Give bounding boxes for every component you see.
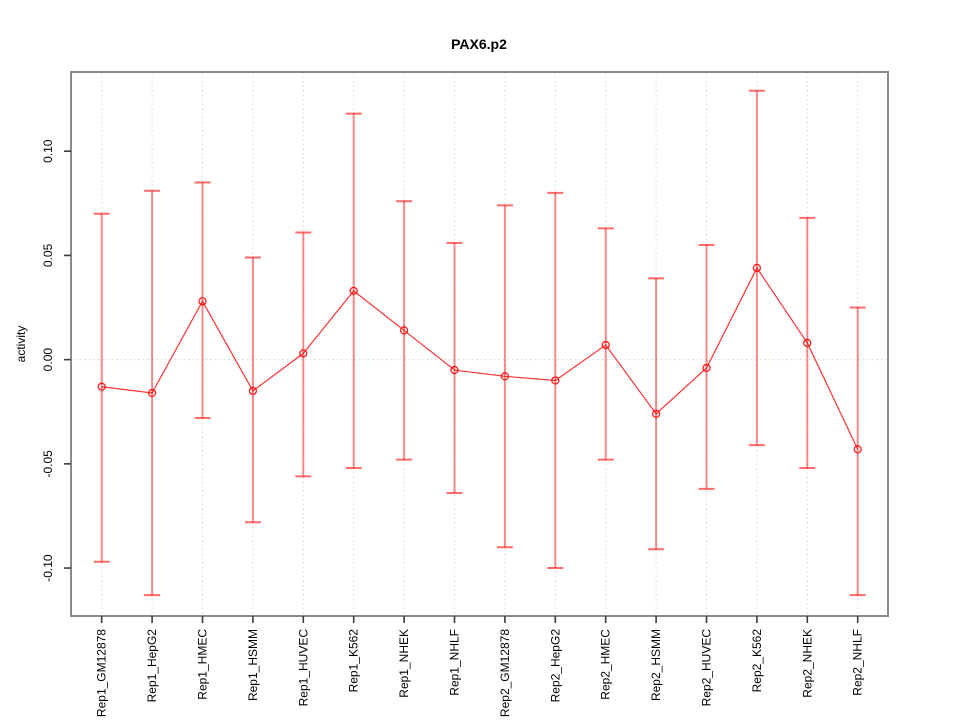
data-point-marker [349,286,358,296]
y-tick-label: 0.05 [41,243,55,267]
x-tick-label: Rep2_NHEK [800,629,814,698]
data-point-marker [601,340,610,350]
data-point-marker [299,349,308,358]
y-tick-label: 0.10 [41,139,55,163]
y-axis-title: activity [14,326,28,363]
data-point-marker [702,363,711,373]
y-tick-label: 0.00 [41,348,55,372]
x-tick-label: Rep2_NHLF [851,629,865,696]
series-polyline [101,266,859,450]
x-tick-label: Rep1_GM12878 [95,629,109,717]
x-tick-label: Rep1_HUVEC [296,629,310,707]
data-point-marker [399,326,409,335]
x-tick-label: Rep1_HSMM [246,629,260,701]
data-point-marker [853,445,862,454]
data-point-marker [651,409,661,418]
x-tick-label: Rep1_HMEC [196,629,210,700]
x-tick-label: Rep1_K562 [347,629,361,693]
error-bars [93,89,866,597]
y-axis-ticks [64,150,71,569]
data-point-marker [97,382,106,391]
x-tick-label: Rep2_HSMM [649,629,663,701]
x-tick-label: Rep1_HepG2 [145,629,159,703]
data-point-marker [803,338,812,348]
data-point-marker [450,365,459,375]
data-point-marker [147,388,157,398]
data-point-marker [248,386,258,396]
x-tick-label: Rep2_HMEC [599,629,613,700]
x-tick-label: Rep1_NHLF [448,629,462,696]
data-point-marker [551,376,560,385]
gridlines [71,72,888,616]
x-tick-label: Rep2_HepG2 [548,629,562,703]
data-point-marker [198,297,207,306]
chart-title: PAX6.p2 [451,36,507,52]
data-point-marker [752,263,762,273]
y-tick-label: -0.05 [41,450,55,478]
x-tick-label: Rep2_K562 [750,629,764,693]
x-axis-ticks [100,616,859,623]
x-tick-label: Rep2_HUVEC [700,629,714,707]
x-tick-label: Rep1_NHEK [397,629,411,698]
plot-border [70,71,889,617]
x-tick-label: Rep2_GM12878 [498,629,512,717]
data-point-marker [500,372,510,381]
data-points [97,263,862,454]
x-axis-labels: Rep1_GM12878 Rep1_HepG2 Rep1_HMEC Rep1_HSMM… [95,629,865,717]
series-line [101,266,859,450]
y-tick-label: -0.10 [41,554,55,582]
y-axis-labels: 0.10 0.05 0.00 -0.05 -0.10 [41,139,55,582]
